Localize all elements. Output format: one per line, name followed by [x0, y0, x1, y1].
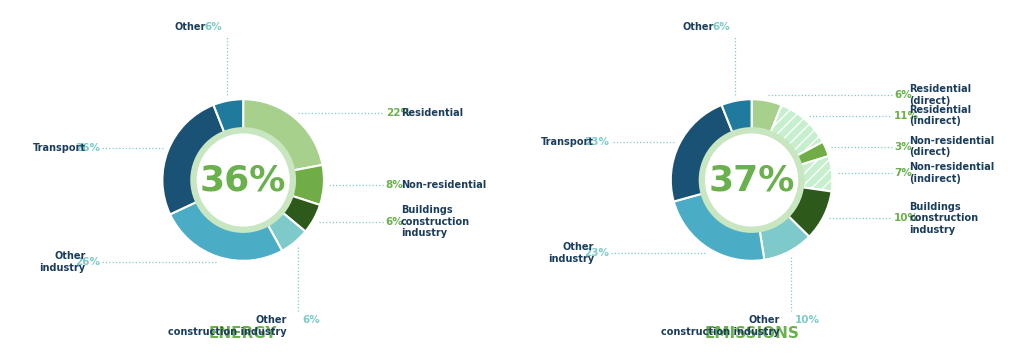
Text: 23%: 23% [584, 248, 609, 258]
Text: Other
construction industry: Other construction industry [168, 315, 287, 337]
Text: Residential
(indirect): Residential (indirect) [909, 105, 972, 126]
Text: Other
industry: Other industry [39, 251, 85, 273]
Text: 10%: 10% [795, 315, 820, 325]
Text: 7%: 7% [894, 168, 912, 178]
Wedge shape [760, 215, 809, 260]
Text: 26%: 26% [76, 143, 100, 153]
Text: Residential: Residential [401, 108, 463, 118]
Text: Other
construction industry: Other construction industry [662, 315, 780, 337]
Text: 36%: 36% [200, 163, 287, 197]
Text: Non-residential: Non-residential [401, 180, 486, 190]
Text: 11%: 11% [894, 111, 920, 121]
Text: Residential
(direct): Residential (direct) [909, 84, 972, 106]
Text: 6%: 6% [894, 90, 912, 100]
Wedge shape [213, 99, 243, 134]
Wedge shape [770, 105, 823, 157]
Wedge shape [243, 99, 323, 171]
Text: Non-residential
(indirect): Non-residential (indirect) [909, 162, 994, 184]
Text: Buildings
construction
industry: Buildings construction industry [401, 205, 470, 238]
Text: Non-residential
(direct): Non-residential (direct) [909, 136, 994, 157]
Text: 10%: 10% [894, 213, 920, 224]
Text: Other: Other [683, 22, 715, 32]
Wedge shape [786, 187, 831, 237]
Wedge shape [796, 142, 828, 165]
Text: 6%: 6% [386, 217, 403, 227]
Text: Transport: Transport [33, 143, 85, 153]
Text: 6%: 6% [302, 315, 319, 325]
Text: 22%: 22% [386, 108, 411, 118]
Wedge shape [290, 165, 324, 205]
Wedge shape [752, 99, 781, 134]
Circle shape [197, 134, 290, 226]
Wedge shape [163, 105, 225, 215]
Text: 3%: 3% [894, 141, 912, 152]
Wedge shape [267, 212, 305, 251]
Wedge shape [799, 156, 833, 192]
Text: Other: Other [175, 22, 206, 32]
Text: 6%: 6% [205, 22, 222, 32]
Text: 37%: 37% [709, 163, 795, 197]
Wedge shape [282, 195, 319, 231]
Text: Buildings
construction
industry: Buildings construction industry [909, 202, 979, 235]
Circle shape [705, 134, 798, 226]
Text: Other
industry: Other industry [548, 242, 594, 264]
Text: EMISSIONS: EMISSIONS [705, 327, 799, 342]
Text: 26%: 26% [76, 257, 100, 267]
Text: Transport: Transport [541, 136, 594, 147]
Wedge shape [674, 193, 764, 261]
Text: 6%: 6% [713, 22, 730, 32]
Wedge shape [170, 201, 282, 261]
Wedge shape [671, 105, 733, 202]
Text: 23%: 23% [584, 136, 609, 147]
Wedge shape [722, 99, 752, 134]
Text: ENERGY: ENERGY [209, 327, 278, 342]
Text: 8%: 8% [386, 180, 403, 190]
